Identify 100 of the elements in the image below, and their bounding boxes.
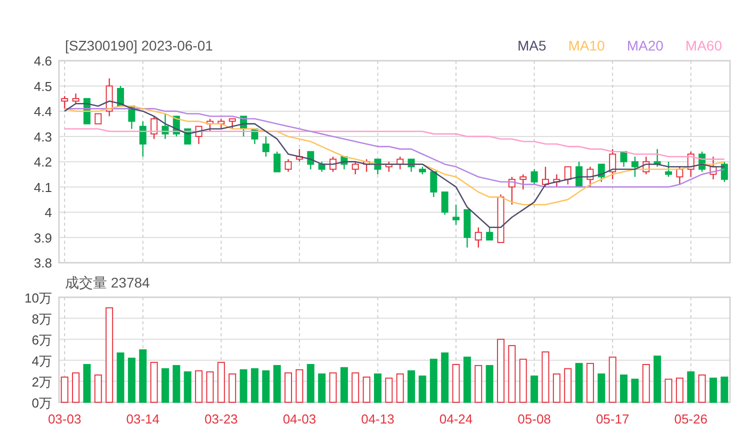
bar bbox=[83, 364, 91, 403]
bar bbox=[408, 370, 416, 403]
bar bbox=[608, 356, 616, 403]
candlestick bbox=[274, 151, 281, 172]
bar bbox=[664, 378, 672, 403]
y-tick-label: 0万 bbox=[32, 395, 52, 410]
bar bbox=[441, 352, 449, 403]
candlestick bbox=[94, 113, 102, 124]
bar bbox=[496, 338, 504, 403]
bar bbox=[72, 372, 80, 403]
bar bbox=[362, 376, 370, 403]
bar bbox=[172, 365, 180, 403]
candlestick bbox=[262, 136, 270, 158]
text: MA10 bbox=[568, 38, 606, 54]
y-tick-label: 4.3 bbox=[34, 129, 52, 144]
bar bbox=[463, 356, 471, 403]
bar bbox=[530, 376, 538, 403]
bar bbox=[139, 349, 147, 403]
bar bbox=[195, 370, 203, 403]
bar bbox=[542, 351, 550, 403]
x-tick-label: 04-24 bbox=[439, 411, 473, 426]
bar bbox=[385, 378, 393, 403]
bar bbox=[206, 371, 214, 403]
x-tick-label: 05-17 bbox=[596, 411, 630, 426]
text: MA5 bbox=[517, 38, 546, 54]
bar bbox=[352, 372, 360, 403]
bar bbox=[306, 364, 314, 403]
bar bbox=[430, 358, 438, 403]
bar bbox=[631, 378, 639, 403]
candlestick bbox=[564, 166, 572, 186]
chart-title: [SZ300190] 2023-06-01 bbox=[65, 38, 214, 54]
bar bbox=[374, 373, 382, 403]
bar bbox=[586, 362, 594, 403]
candlestick bbox=[284, 158, 292, 172]
bar bbox=[284, 372, 292, 403]
y-tick-label: 8万 bbox=[32, 311, 52, 326]
bar bbox=[709, 378, 717, 403]
bar bbox=[273, 365, 281, 403]
y-tick-label: 4.6 bbox=[34, 54, 52, 69]
bar bbox=[452, 364, 460, 403]
x-tick-label: 05-26 bbox=[674, 411, 708, 426]
bar bbox=[552, 373, 560, 403]
candlestick bbox=[609, 148, 616, 180]
y-tick-label: 4 bbox=[44, 205, 52, 220]
y-tick-label: 2万 bbox=[32, 374, 52, 390]
bar bbox=[250, 368, 258, 403]
bar bbox=[720, 376, 728, 403]
candlestick bbox=[139, 120, 146, 158]
candlestick bbox=[474, 226, 482, 248]
y-tick-label: 3.9 bbox=[34, 230, 52, 246]
bar bbox=[620, 374, 628, 403]
bar bbox=[519, 358, 527, 403]
candlestick bbox=[318, 161, 326, 172]
bar bbox=[340, 367, 348, 403]
bar bbox=[654, 356, 662, 403]
bar bbox=[698, 374, 706, 403]
bar bbox=[508, 345, 516, 403]
bar bbox=[687, 371, 695, 403]
candlestick bbox=[307, 151, 314, 170]
bar bbox=[240, 369, 248, 403]
bar bbox=[116, 352, 124, 403]
candlestick bbox=[676, 166, 684, 186]
bar bbox=[296, 369, 304, 403]
bar bbox=[150, 362, 158, 403]
y-tick-label: 4万 bbox=[32, 353, 52, 368]
bar bbox=[598, 373, 606, 403]
candlestick bbox=[486, 226, 494, 241]
text: MA20 bbox=[626, 38, 664, 54]
text: MA60 bbox=[685, 38, 722, 54]
candlestick bbox=[150, 116, 158, 140]
bar bbox=[564, 368, 572, 403]
candlestick bbox=[441, 191, 448, 216]
candlestick bbox=[61, 95, 68, 110]
bar bbox=[642, 364, 650, 403]
y-tick-label: 10万 bbox=[24, 290, 52, 306]
candlestick bbox=[228, 118, 236, 130]
y-tick-label: 4.1 bbox=[34, 180, 52, 195]
bar bbox=[575, 362, 583, 403]
bar bbox=[228, 373, 236, 403]
candlestick bbox=[598, 164, 605, 182]
candlestick bbox=[530, 168, 538, 186]
candlestick bbox=[631, 156, 638, 178]
bar bbox=[106, 307, 114, 403]
bar bbox=[318, 373, 326, 403]
bar bbox=[262, 370, 270, 403]
y-tick-label: 3.8 bbox=[34, 256, 52, 271]
x-tick-label: 05-08 bbox=[518, 411, 551, 426]
candlestick bbox=[72, 92, 80, 104]
bar bbox=[128, 358, 136, 403]
bar bbox=[217, 362, 225, 403]
chart-title: 成交量 23784 bbox=[65, 274, 150, 290]
bar bbox=[94, 374, 102, 403]
x-tick-label: 03-23 bbox=[204, 411, 238, 426]
candlestick bbox=[520, 174, 527, 190]
x-tick-label: 03-03 bbox=[48, 411, 82, 426]
bar bbox=[329, 372, 337, 403]
bar bbox=[486, 365, 494, 403]
y-tick-label: 6万 bbox=[32, 332, 52, 348]
bar bbox=[396, 373, 404, 403]
bar bbox=[474, 365, 482, 403]
